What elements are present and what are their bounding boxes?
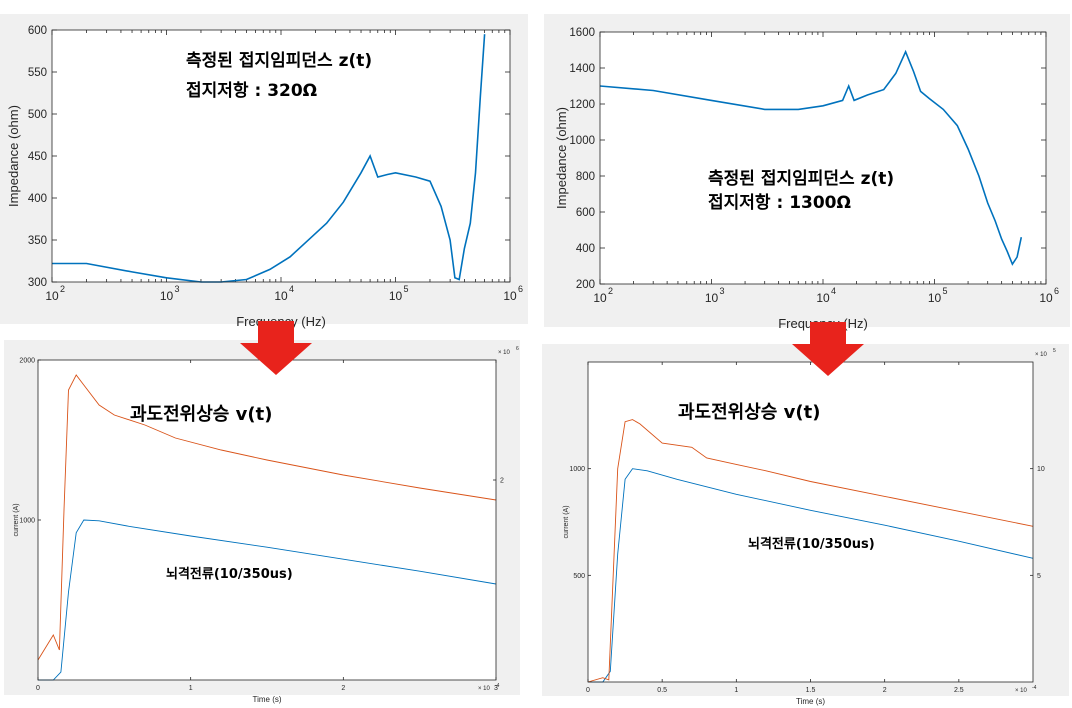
y-axis-label: current (A) <box>13 503 20 536</box>
y-tick-label: 450 <box>28 151 47 163</box>
x-axis-label: Time (s) <box>252 695 281 704</box>
y-tick-label: 800 <box>576 171 595 183</box>
x-tick-exponent: 6 <box>518 284 523 294</box>
y-tick-label: 400 <box>28 193 47 205</box>
plot-area <box>38 360 496 680</box>
annotation-1: 접지저항 : 1300Ω <box>708 192 851 213</box>
x-tick-label: 10 <box>160 289 174 303</box>
y-tick-label: 600 <box>28 25 47 37</box>
transient-panel-left: 0 1 2 3 1000 2000 2 × 10 6 × 10 -4 Time (s) current … <box>4 340 520 704</box>
plot-area <box>588 362 1033 682</box>
x-tick-label: 10 <box>816 291 830 305</box>
impedance-series-line <box>599 49 1023 266</box>
x-tick-label: 10 <box>705 291 719 305</box>
plot-area <box>600 32 1046 284</box>
voltage-series-line <box>587 419 1034 683</box>
x-tick-label: 1 <box>189 685 193 692</box>
transient-panel-right: 0 0.5 1 1.5 2 2.5 500 1000 5 10 × 10 5 × 10 -4 Time (s… <box>542 344 1069 706</box>
impedance-panel-left: 102103104105106300350400450500550600Freq… <box>0 14 528 329</box>
transient-chart-right: 0 0.5 1 1.5 2 2.5 500 1000 5 10 × 10 5 × 10 -4 Time (s… <box>563 348 1056 706</box>
x-tick-label: 0.5 <box>657 687 667 694</box>
y-tick-label: 600 <box>576 207 595 219</box>
down-arrow-shape-left <box>240 321 312 375</box>
y-axis-label: current (A) <box>563 505 570 538</box>
x-tick-label: 2.5 <box>954 687 964 694</box>
x-tick-label: 10 <box>1039 291 1053 305</box>
impedance-chart-right: 10 2 10 3 10 4 10 5 10 62004006008001000120014001… <box>554 27 1059 331</box>
y2-tick-label: 10 <box>1037 466 1045 473</box>
down-arrow-shape-right <box>792 322 864 376</box>
annotation-0: 과도전위상승 v(t) <box>678 402 820 423</box>
x-tick-exponent: 6 <box>1054 286 1059 296</box>
down-arrow-icon-left <box>240 321 312 375</box>
x-multiplier: × 10 <box>1015 688 1028 694</box>
y-tick-label: 1600 <box>569 27 595 39</box>
transient-chart-left: 0 1 2 3 1000 2000 2 × 10 6 × 10 -4 Time (s) current … <box>13 346 519 704</box>
current-series-line <box>588 468 1034 683</box>
y-tick-label: 1000 <box>569 466 585 473</box>
annotation-0: 과도전위상승 v(t) <box>130 404 272 425</box>
x-multiplier-exp: -4 <box>495 683 500 689</box>
y-axis-label: Impedance (ohm) <box>6 105 21 207</box>
x-tick-exponent: 5 <box>943 286 948 296</box>
y2-multiplier-exp: 6 <box>516 346 519 352</box>
annotation-1: 뇌격전류(10/350us) <box>748 536 875 552</box>
x-multiplier: × 10 <box>478 686 491 692</box>
y2-tick-label: 5 <box>1037 573 1041 580</box>
x-tick-label: 10 <box>928 291 942 305</box>
annotation-0: 측정된 접지임피던스 z(t) <box>708 168 894 189</box>
plot-area <box>52 30 510 282</box>
y-tick-label: 2000 <box>19 358 35 365</box>
y-tick-label: 500 <box>28 109 47 121</box>
impedance-chart-left: 102103104105106300350400450500550600Freq… <box>6 25 523 329</box>
y2-multiplier: × 10 <box>498 350 511 356</box>
x-tick-label: 10 <box>45 289 59 303</box>
x-tick-label: 10 <box>593 291 607 305</box>
x-tick-label: 2 <box>341 685 345 692</box>
x-tick-label: 10 <box>274 289 288 303</box>
x-tick-label: 1 <box>734 687 738 694</box>
current-series-line <box>38 519 497 681</box>
x-tick-exponent: 4 <box>289 284 294 294</box>
x-tick-label: 0 <box>586 687 590 694</box>
y2-multiplier: × 10 <box>1035 352 1048 358</box>
y-tick-label: 1400 <box>569 63 595 75</box>
x-axis-label: Time (s) <box>796 697 825 706</box>
y2-tick-label: 2 <box>500 478 504 485</box>
y-tick-label: 1000 <box>569 135 595 147</box>
x-multiplier-exp: -4 <box>1032 685 1037 691</box>
plot-frame <box>587 361 1034 683</box>
x-tick-exponent: 5 <box>404 284 409 294</box>
y-tick-label: 500 <box>573 573 585 580</box>
x-tick-exponent: 3 <box>175 284 180 294</box>
plot-frame <box>599 31 1047 285</box>
x-tick-exponent: 4 <box>831 286 836 296</box>
x-tick-label: 0 <box>36 685 40 692</box>
annotation-1: 접지저항 : 320Ω <box>186 80 317 101</box>
y-tick-label: 1200 <box>569 99 595 111</box>
y-tick-label: 200 <box>576 279 595 291</box>
voltage-series-line <box>37 374 497 661</box>
x-tick-label: 10 <box>503 289 517 303</box>
y-tick-label: 400 <box>576 243 595 255</box>
annotation-1: 뇌격전류(10/350us) <box>166 566 293 582</box>
y-axis-label: Impedance (ohm) <box>554 107 569 209</box>
x-tick-label: 10 <box>389 289 403 303</box>
down-arrow-icon-right <box>792 322 864 376</box>
y-tick-label: 300 <box>28 277 47 289</box>
x-tick-label: 3 <box>494 685 498 692</box>
x-tick-exponent: 3 <box>720 286 725 296</box>
y-tick-label: 550 <box>28 67 47 79</box>
y-tick-label: 1000 <box>19 518 35 525</box>
y-tick-label: 350 <box>28 235 47 247</box>
plot-frame <box>51 29 511 283</box>
x-tick-exponent: 2 <box>608 286 613 296</box>
impedance-panel-right: 10 2 10 3 10 4 10 5 10 6 200 400 600 800 1000 1200 1400 1… <box>544 14 1070 331</box>
annotation-0: 측정된 접지임피던스 z(t) <box>186 50 372 71</box>
y2-multiplier-exp: 5 <box>1053 348 1056 354</box>
x-tick-label: 1.5 <box>806 687 816 694</box>
x-tick-label: 2 <box>883 687 887 694</box>
x-tick-exponent: 2 <box>60 284 65 294</box>
